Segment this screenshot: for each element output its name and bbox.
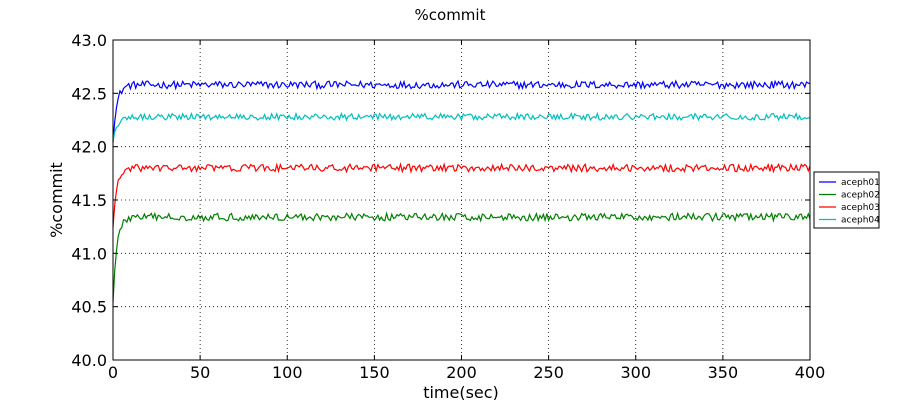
x-axis-label: time(sec)	[423, 383, 499, 400]
y-tick-label: 41.5	[71, 191, 107, 210]
series-line-aceph02	[112, 211, 811, 303]
y-tick-label: 41.0	[71, 244, 107, 263]
y-tick-label: 42.0	[71, 138, 107, 157]
y-tick-label: 43.0	[71, 31, 107, 50]
axis-ticks: 0 50 100 150 200 250 300 350 400 40.0 40.5 41.0 41.5…	[71, 31, 825, 382]
y-tick-label: 40.0	[71, 351, 107, 370]
x-tick-label: 300	[620, 363, 651, 382]
series-lines	[112, 79, 811, 303]
x-tick-label: 200	[446, 363, 477, 382]
legend-box	[813, 171, 880, 229]
legend-label-aceph03: aceph03	[841, 203, 880, 213]
legend: aceph01 aceph02 aceph03 aceph04	[813, 171, 880, 229]
x-tick-label: 50	[190, 363, 210, 382]
x-tick-label: 250	[533, 363, 564, 382]
legend-label-aceph01: aceph01	[841, 178, 880, 188]
legend-label-aceph02: aceph02	[841, 191, 880, 201]
x-tick-label: 400	[795, 363, 826, 382]
series-line-aceph03	[112, 161, 811, 228]
legend-label-aceph04: aceph04	[841, 216, 880, 226]
y-tick-label: 42.5	[71, 84, 107, 103]
x-tick-label: 150	[359, 363, 390, 382]
y-tick-label: 40.5	[71, 298, 107, 317]
grid-lines	[113, 40, 810, 360]
x-tick-label: 0	[108, 363, 118, 382]
chart-title: %commit	[415, 6, 486, 24]
x-tick-label: 350	[708, 363, 739, 382]
x-tick-label: 100	[272, 363, 303, 382]
series-line-aceph04	[112, 111, 811, 142]
series-line-aceph01	[112, 79, 811, 143]
y-axis-label: %commit	[47, 162, 66, 238]
